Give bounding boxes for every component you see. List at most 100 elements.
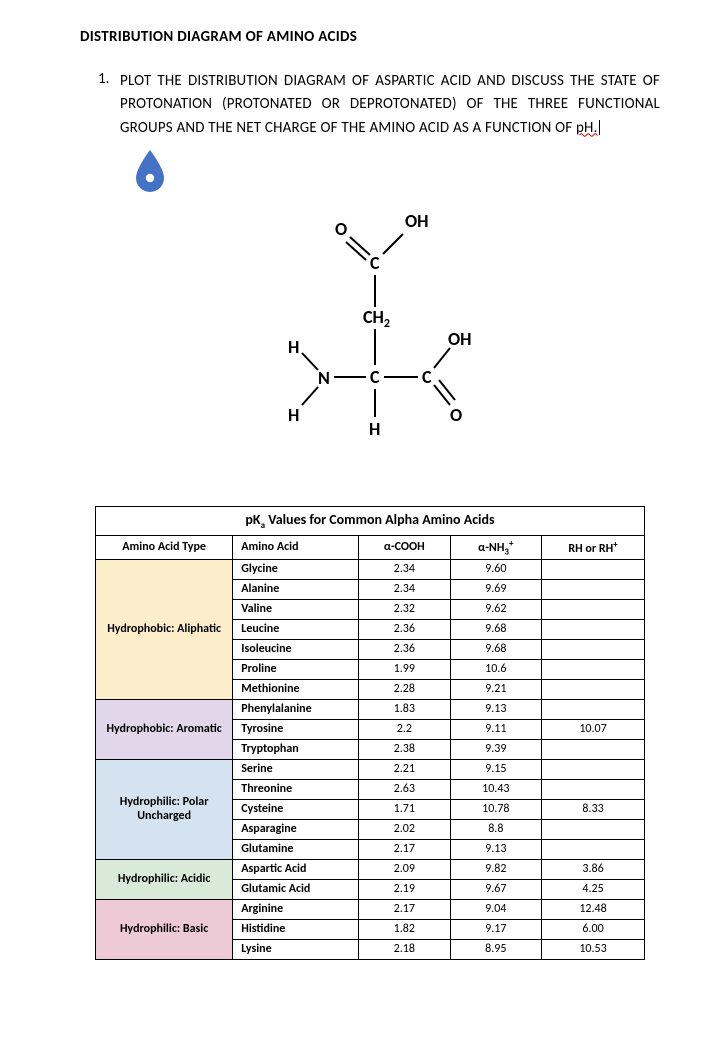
cell-amino-acid: Proline xyxy=(233,659,359,679)
cell-amino-acid: Histidine xyxy=(233,919,359,939)
cell-cooh: 2.36 xyxy=(359,639,451,659)
cell-rh xyxy=(542,559,645,579)
atom-c: C xyxy=(370,252,380,274)
cell-amino-acid: Serine xyxy=(233,759,359,779)
cell-nh3: 9.11 xyxy=(450,719,542,739)
table-row: Hydrophobic: AliphaticGlycine2.349.60 xyxy=(96,559,645,579)
cell-amino-acid: Glutamic Acid xyxy=(233,879,359,899)
cell-nh3: 9.68 xyxy=(450,619,542,639)
cell-cooh: 1.71 xyxy=(359,799,451,819)
table-title: pKa Values for Common Alpha Amino Acids xyxy=(95,506,645,535)
molecular-structure: O OH C CH2 C N H H H C O xyxy=(80,205,660,470)
table-row: Hydrophilic: BasicArginine2.179.0412.48 xyxy=(96,899,645,919)
cell-cooh: 2.34 xyxy=(359,579,451,599)
h3u: + xyxy=(509,538,513,549)
cell-nh3: 10.78 xyxy=(450,799,542,819)
cell-cooh: 2.21 xyxy=(359,759,451,779)
cell-amino-acid: Arginine xyxy=(233,899,359,919)
cell-amino-acid: Valine xyxy=(233,599,359,619)
cell-cooh: 2.02 xyxy=(359,819,451,839)
atom-c-central: C xyxy=(370,366,380,388)
question-number: 1. xyxy=(98,70,114,140)
cell-cooh: 2.32 xyxy=(359,599,451,619)
pka-table-container: pKa Values for Common Alpha Amino Acids … xyxy=(95,506,645,960)
cell-cooh: 2.09 xyxy=(359,859,451,879)
cell-rh: 6.00 xyxy=(542,919,645,939)
atom-o: O xyxy=(335,218,347,240)
group-label: Hydrophilic: Polar Uncharged xyxy=(96,759,233,859)
h3p: α-NH xyxy=(478,541,504,555)
cell-rh xyxy=(542,739,645,759)
table-row: Hydrophobic: AromaticPhenylalanine1.839.… xyxy=(96,699,645,719)
group-label: Hydrophilic: Acidic xyxy=(96,859,233,899)
question-text: PLOT THE DISTRIBUTION DIAGRAM OF ASPARTI… xyxy=(120,70,660,140)
cell-nh3: 10.43 xyxy=(450,779,542,799)
cell-amino-acid: Lysine xyxy=(233,939,359,959)
cell-rh: 10.53 xyxy=(542,939,645,959)
cell-nh3: 9.17 xyxy=(450,919,542,939)
atom-oh: OH xyxy=(405,210,429,232)
cell-nh3: 8.95 xyxy=(450,939,542,959)
cell-rh xyxy=(542,619,645,639)
cell-cooh: 1.83 xyxy=(359,699,451,719)
header-rh: RH or RH+ xyxy=(542,535,645,559)
spellcheck-word: pH. xyxy=(576,119,598,137)
cell-nh3: 9.21 xyxy=(450,679,542,699)
cell-rh xyxy=(542,599,645,619)
group-label: Hydrophobic: Aliphatic xyxy=(96,559,233,699)
atom-n: N xyxy=(318,367,330,389)
cell-amino-acid: Alanine xyxy=(233,579,359,599)
question-block: 1. PLOT THE DISTRIBUTION DIAGRAM OF ASPA… xyxy=(98,70,660,140)
cell-rh xyxy=(542,839,645,859)
header-type: Amino Acid Type xyxy=(96,535,233,559)
cell-nh3: 9.82 xyxy=(450,859,542,879)
cell-rh xyxy=(542,819,645,839)
drop-icon xyxy=(132,148,660,199)
cell-amino-acid: Aspartic Acid xyxy=(233,859,359,879)
cell-nh3: 10.6 xyxy=(450,659,542,679)
cell-cooh: 2.19 xyxy=(359,879,451,899)
table-row: Hydrophilic: Polar UnchargedSerine2.219.… xyxy=(96,759,645,779)
cell-amino-acid: Leucine xyxy=(233,619,359,639)
cell-nh3: 9.15 xyxy=(450,759,542,779)
cell-rh: 12.48 xyxy=(542,899,645,919)
cell-nh3: 9.68 xyxy=(450,639,542,659)
cell-nh3: 9.67 xyxy=(450,879,542,899)
text-cursor xyxy=(599,120,600,135)
drop-shape xyxy=(136,150,164,192)
cell-rh: 3.86 xyxy=(542,859,645,879)
cell-amino-acid: Tyrosine xyxy=(233,719,359,739)
cell-rh xyxy=(542,679,645,699)
table-row: Hydrophilic: AcidicAspartic Acid2.099.82… xyxy=(96,859,645,879)
cell-nh3: 9.69 xyxy=(450,579,542,599)
cell-nh3: 9.04 xyxy=(450,899,542,919)
cell-cooh: 2.36 xyxy=(359,619,451,639)
header-cooh: α-COOH xyxy=(359,535,451,559)
page-title: DISTRIBUTION DIAGRAM OF AMINO ACIDS xyxy=(80,28,660,46)
atom-c-right: C xyxy=(422,366,432,388)
cell-rh: 10.07 xyxy=(542,719,645,739)
cell-amino-acid: Glycine xyxy=(233,559,359,579)
cell-rh xyxy=(542,639,645,659)
cell-amino-acid: Isoleucine xyxy=(233,639,359,659)
cell-amino-acid: Asparagine xyxy=(233,819,359,839)
cell-amino-acid: Threonine xyxy=(233,779,359,799)
cell-nh3: 9.13 xyxy=(450,839,542,859)
atom-h-nh1: H xyxy=(288,336,299,358)
atom-h-bottom: H xyxy=(369,418,380,440)
cell-amino-acid: Cysteine xyxy=(233,799,359,819)
cell-rh xyxy=(542,659,645,679)
cell-cooh: 2.18 xyxy=(359,939,451,959)
pka-table: Amino Acid Type Amino Acid α-COOH α-NH3+… xyxy=(95,535,645,960)
header-amino-acid: Amino Acid xyxy=(233,535,359,559)
table-body: Hydrophobic: AliphaticGlycine2.349.60Ala… xyxy=(96,559,645,959)
cell-amino-acid: Methionine xyxy=(233,679,359,699)
atom-ch2: CH2 xyxy=(363,306,390,331)
document-page: DISTRIBUTION DIAGRAM OF AMINO ACIDS 1. P… xyxy=(0,0,720,1000)
h4u: + xyxy=(613,539,617,550)
cell-nh3: 8.8 xyxy=(450,819,542,839)
h4p: RH or RH xyxy=(568,542,613,556)
cell-amino-acid: Tryptophan xyxy=(233,739,359,759)
cell-cooh: 2.2 xyxy=(359,719,451,739)
cell-rh xyxy=(542,779,645,799)
